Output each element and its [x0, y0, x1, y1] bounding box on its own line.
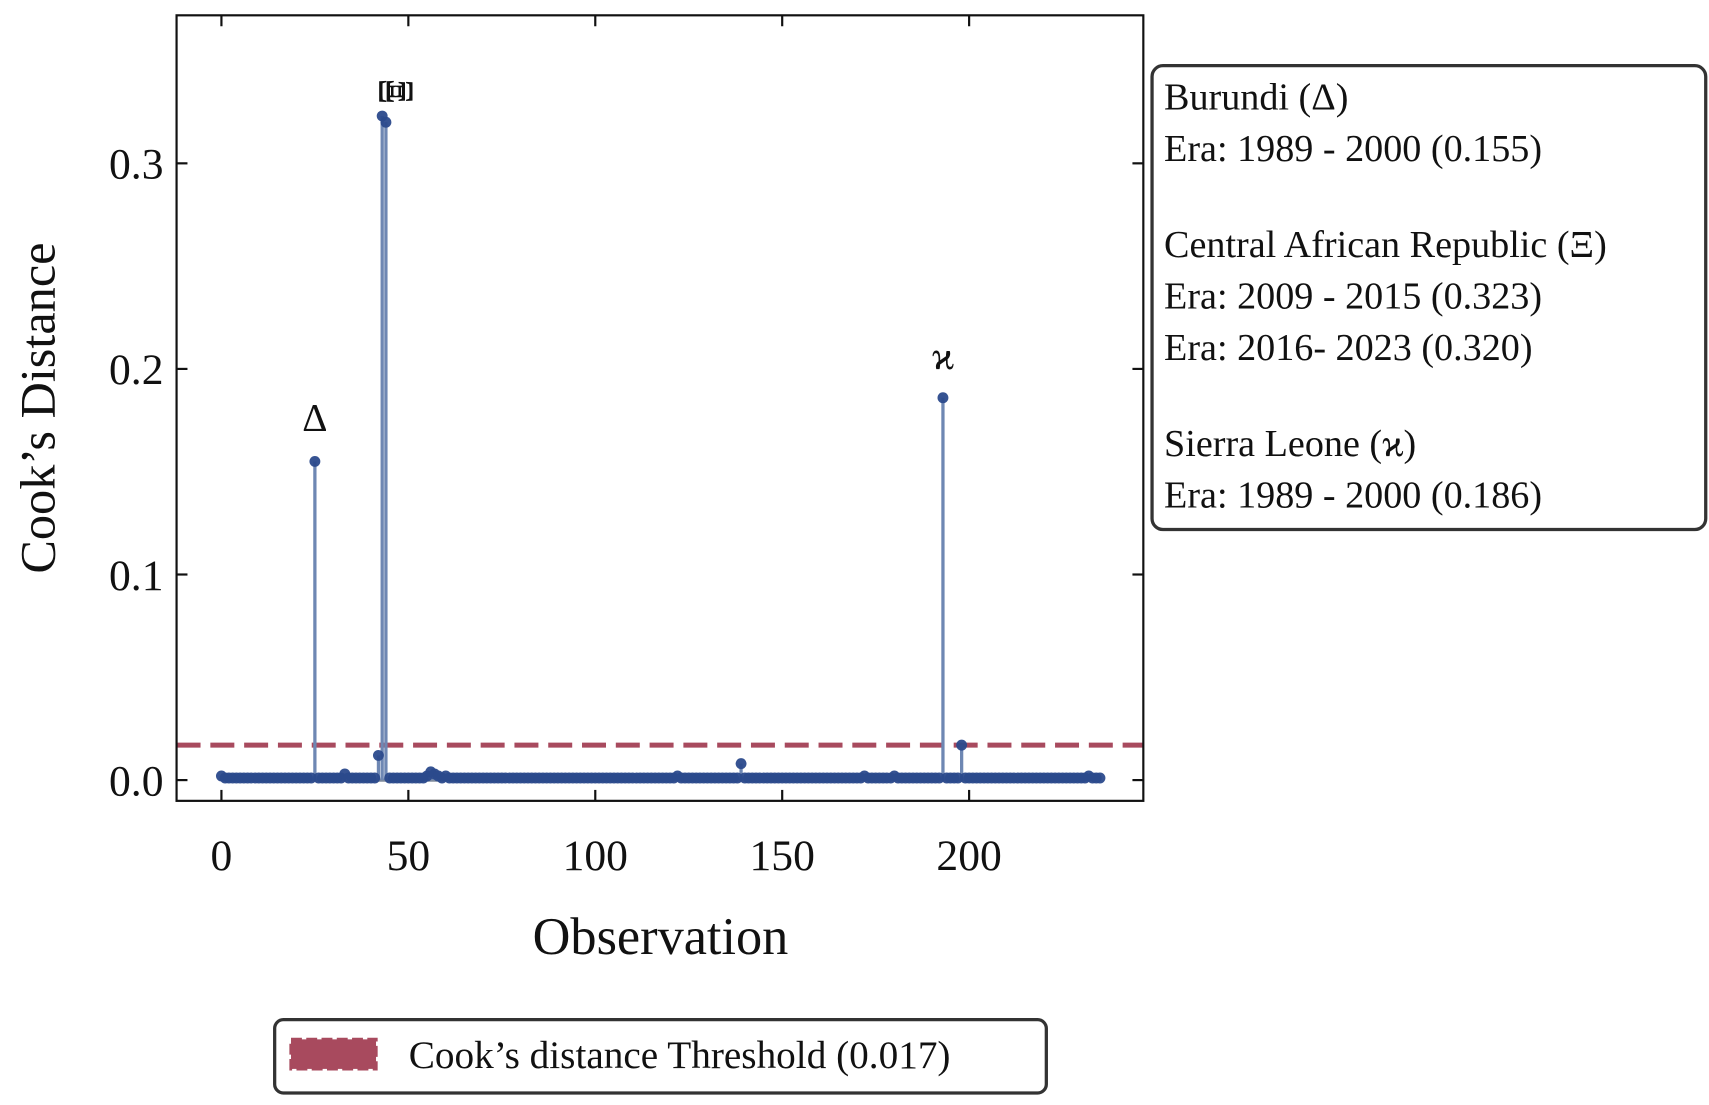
- annotation: Ξ: [371, 79, 415, 104]
- y-axis-label: Cook’s Distance: [10, 242, 66, 573]
- marker: [956, 739, 968, 751]
- info-line: Era: 2009 - 2015 (0.323): [1164, 275, 1542, 317]
- info-box: [1150, 64, 1708, 532]
- y-tick-label: 0.2: [109, 346, 163, 394]
- marker: [372, 749, 384, 761]
- marker: [937, 392, 949, 404]
- x-tick-label: 0: [211, 832, 233, 880]
- annotation: Ξ: [378, 79, 422, 104]
- x-tick-label: 150: [750, 832, 815, 880]
- y-tick-label: 0.1: [109, 552, 163, 600]
- marker: [380, 116, 392, 128]
- info-line: Era: 2016- 2023 (0.320): [1164, 327, 1533, 369]
- x-tick-label: 100: [563, 832, 628, 880]
- marker: [731, 772, 743, 784]
- y-tick-label: 0.0: [109, 757, 163, 805]
- marker: [952, 772, 964, 784]
- info-line: Era: 1989 - 2000 (0.155): [1164, 128, 1542, 170]
- info-line: Central African Republic (Ξ): [1164, 224, 1607, 266]
- marker: [309, 455, 321, 467]
- legend-swatch: [289, 1037, 378, 1071]
- info-line: Burundi (Δ): [1164, 76, 1348, 118]
- annotation: ϰ: [932, 334, 954, 378]
- info-line: Era: 1989 - 2000 (0.186): [1164, 475, 1542, 517]
- x-axis-label: Observation: [533, 908, 789, 966]
- legend: [273, 1018, 1048, 1095]
- plot-frame: [175, 14, 1145, 802]
- marker: [933, 772, 945, 784]
- y-tick-label: 0.3: [109, 141, 163, 189]
- info-line: Sierra Leone (ϰ): [1164, 423, 1416, 465]
- marker: [735, 758, 747, 770]
- marker: [305, 772, 317, 784]
- legend-label: Cook’s distance Threshold (0.017): [409, 1033, 951, 1077]
- annotation: Δ: [302, 396, 327, 440]
- x-tick-label: 200: [936, 832, 1001, 880]
- marker: [369, 772, 381, 784]
- marker: [1094, 772, 1106, 784]
- x-tick-label: 50: [387, 832, 431, 880]
